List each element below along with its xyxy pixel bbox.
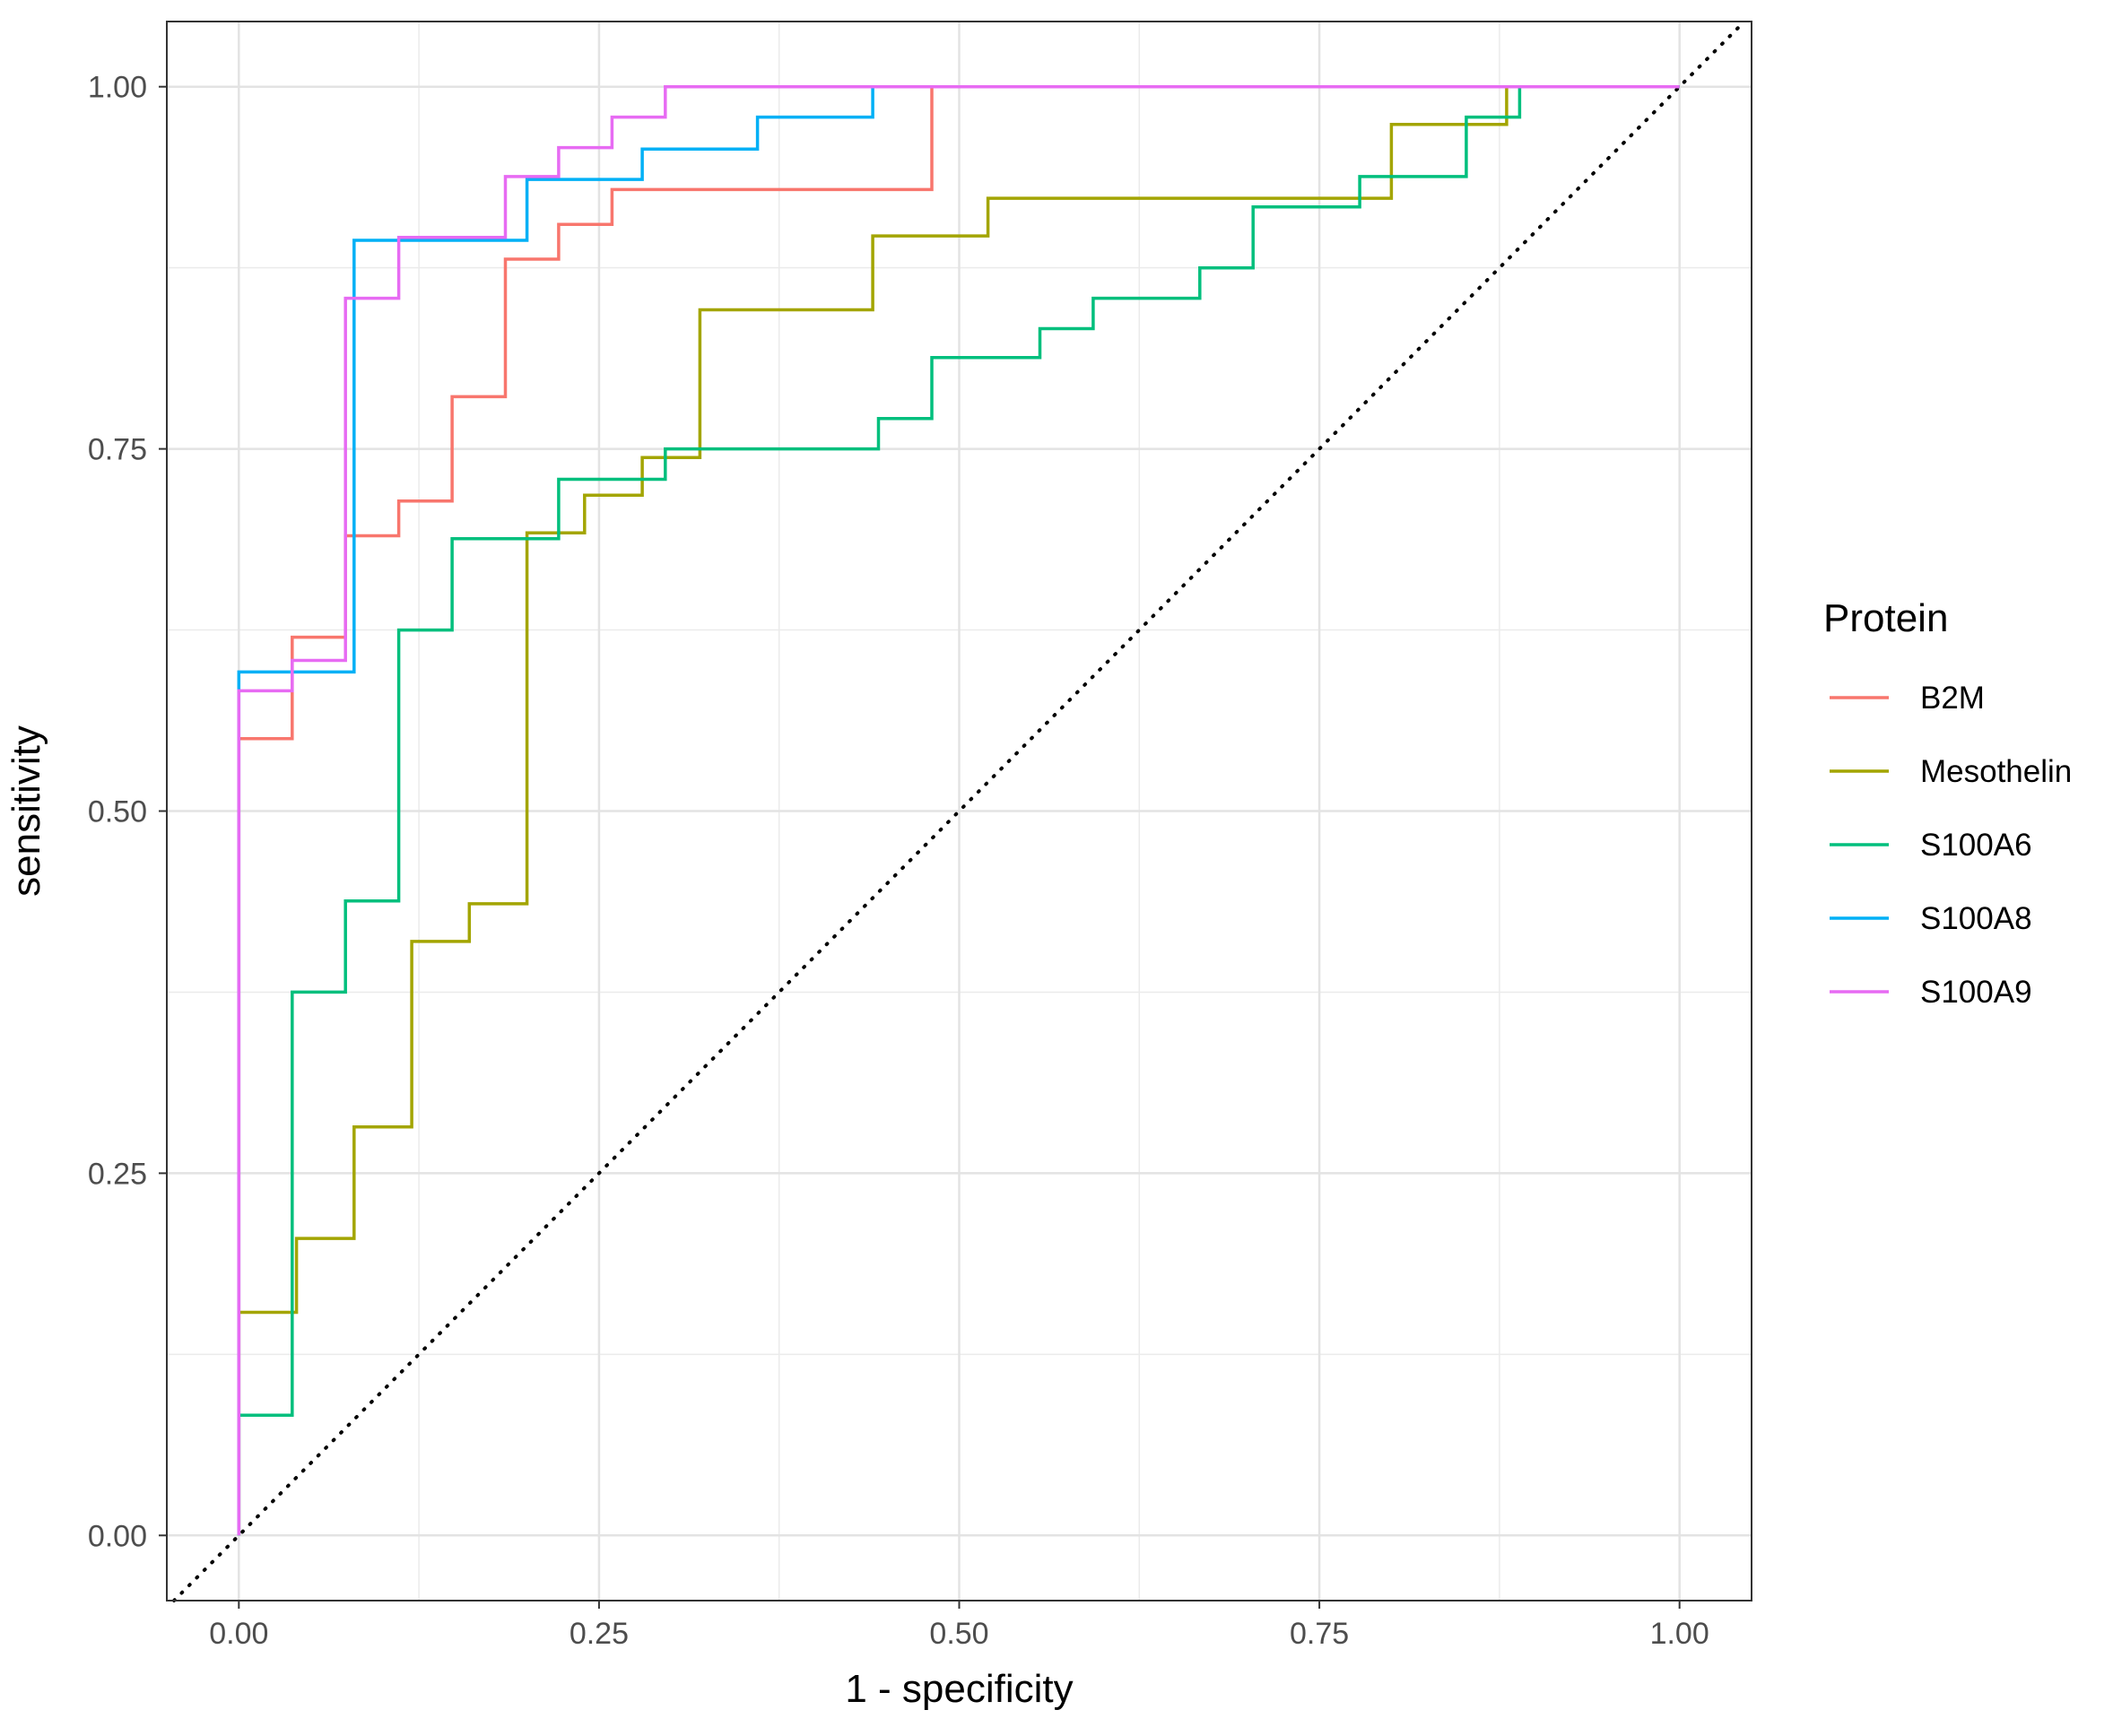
series-layer xyxy=(237,84,1680,1536)
series-line-b2m xyxy=(237,84,1680,1536)
x-tick-label: 0.75 xyxy=(1290,1617,1349,1651)
legend-item-b2m: B2M xyxy=(1830,681,1985,716)
series-line-s100a6 xyxy=(237,84,1680,1536)
y-tick-label: 1.00 xyxy=(88,71,147,105)
legend-label-s100a8: S100A8 xyxy=(1920,901,2032,936)
legend-item-s100a8: S100A8 xyxy=(1830,901,2032,936)
x-axis-ticks: 0.00 0.25 0.50 0.75 1.00 xyxy=(209,1601,1709,1651)
x-tick-label: 0.25 xyxy=(570,1617,629,1651)
legend-item-mesothelin: Mesothelin xyxy=(1830,754,2072,789)
legend-title: Protein xyxy=(1823,596,1948,640)
legend-item-s100a6: S100A6 xyxy=(1830,828,2032,863)
series-line-mesothelin xyxy=(237,84,1680,1536)
y-tick-label: 0.50 xyxy=(88,795,147,829)
x-tick-label: 0.00 xyxy=(209,1617,268,1651)
legend: Protein B2M Mesothelin S100A6 S100A8 S100A9 xyxy=(1823,596,2072,1010)
legend-label-s100a9: S100A9 xyxy=(1920,975,2032,1010)
x-tick-label: 0.50 xyxy=(929,1617,988,1651)
y-tick-label: 0.75 xyxy=(88,433,147,467)
y-axis-ticks: 0.00 0.25 0.50 0.75 1.00 xyxy=(88,71,167,1553)
legend-label-b2m: B2M xyxy=(1920,681,1985,716)
legend-items: B2M Mesothelin S100A6 S100A8 S100A9 xyxy=(1830,681,2072,1010)
y-tick-label: 0.00 xyxy=(88,1519,147,1553)
y-tick-label: 0.25 xyxy=(88,1157,147,1191)
y-axis-title: sensitivity xyxy=(4,725,48,897)
legend-label-mesothelin: Mesothelin xyxy=(1920,754,2072,789)
legend-label-s100a6: S100A6 xyxy=(1920,828,2032,863)
series-line-s100a8 xyxy=(237,84,1680,1536)
x-tick-label: 1.00 xyxy=(1650,1617,1709,1651)
series-line-s100a9 xyxy=(237,84,1680,1536)
x-axis-title: 1 - specificity xyxy=(845,1667,1073,1711)
legend-item-s100a9: S100A9 xyxy=(1830,975,2032,1010)
